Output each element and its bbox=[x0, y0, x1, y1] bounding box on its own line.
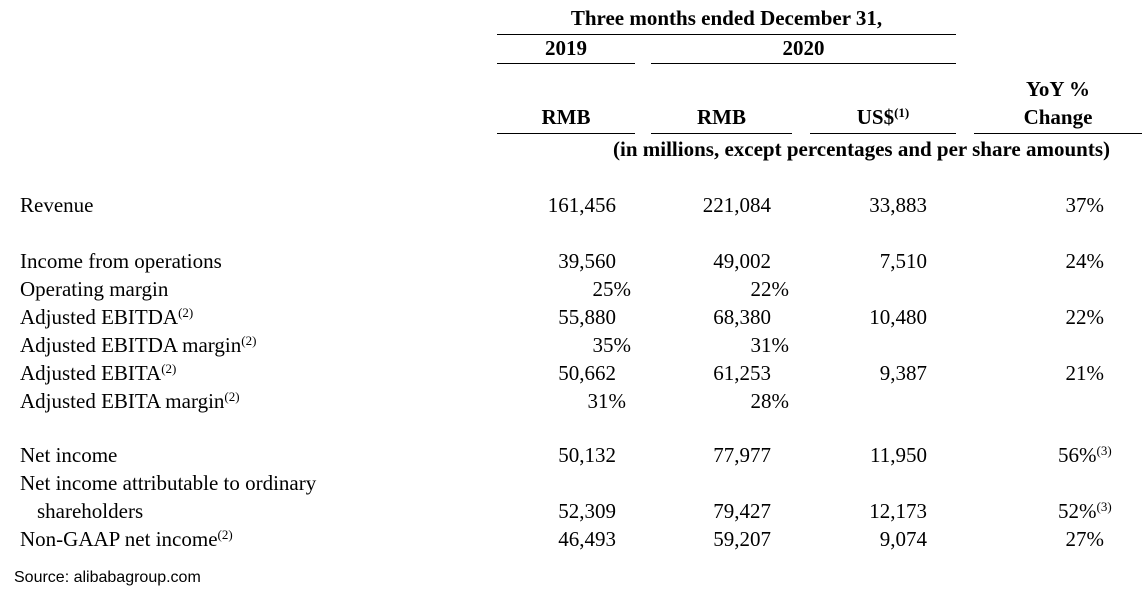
year-2019-header: 2019 bbox=[545, 36, 587, 60]
value-usd: 10,480 bbox=[869, 305, 927, 329]
rmb-2020-header: RMB bbox=[697, 105, 746, 129]
row-label: Adjusted EBITA(2) bbox=[20, 361, 177, 385]
yoy-header-line2: Change bbox=[1023, 105, 1093, 129]
value-yoy: 24% bbox=[1065, 249, 1105, 273]
row-label: Income from operations bbox=[20, 249, 222, 273]
value-usd: 11,950 bbox=[870, 443, 927, 467]
footnote-marker: (2) bbox=[217, 527, 233, 542]
value-2019: 31% bbox=[587, 389, 627, 413]
units-note: (in millions, except percentages and per… bbox=[613, 137, 1110, 161]
footnote-marker: (2) bbox=[161, 361, 177, 376]
value-yoy: 27% bbox=[1065, 527, 1105, 551]
year-2019-rule bbox=[497, 63, 635, 64]
value-2020: 61,253 bbox=[713, 361, 771, 385]
footnote-marker: (2) bbox=[241, 333, 257, 348]
footnote-marker: (2) bbox=[178, 305, 194, 320]
value-2019: 52,309 bbox=[558, 499, 616, 523]
row-label: Adjusted EBITDA(2) bbox=[20, 305, 194, 329]
year-2020-rule bbox=[651, 63, 956, 64]
value-2020: 77,977 bbox=[713, 443, 771, 467]
year-2020-header: 2020 bbox=[782, 36, 825, 60]
value-2019: 35% bbox=[592, 333, 632, 357]
yoy-header-line1: YoY % bbox=[1026, 77, 1090, 101]
yoy-rule bbox=[974, 133, 1142, 134]
value-2020: 68,380 bbox=[713, 305, 771, 329]
value-usd: 9,387 bbox=[879, 361, 927, 385]
usd-rule bbox=[810, 133, 956, 134]
value-usd: 33,883 bbox=[869, 193, 927, 217]
value-yoy: 22% bbox=[1065, 305, 1105, 329]
value-2019: 50,132 bbox=[558, 443, 616, 467]
value-2020: 31% bbox=[750, 333, 790, 357]
row-label: Net income attributable to ordinary bbox=[20, 471, 317, 495]
value-yoy: 21% bbox=[1065, 361, 1105, 385]
row-label: Adjusted EBITDA margin(2) bbox=[20, 333, 257, 357]
value-usd: 7,510 bbox=[879, 249, 927, 273]
value-usd: 12,173 bbox=[869, 499, 927, 523]
value-yoy: 37% bbox=[1065, 193, 1105, 217]
value-2019: 55,880 bbox=[558, 305, 616, 329]
value-2020: 28% bbox=[750, 389, 790, 413]
value-2020: 79,427 bbox=[713, 499, 771, 523]
value-yoy: 56%(3) bbox=[1058, 443, 1112, 467]
value-2019: 25% bbox=[592, 277, 632, 301]
row-label: Adjusted EBITA margin(2) bbox=[20, 389, 240, 413]
value-2020: 59,207 bbox=[713, 527, 771, 551]
period-rule bbox=[497, 34, 956, 35]
value-yoy: 52%(3) bbox=[1058, 499, 1112, 523]
row-label: Operating margin bbox=[20, 277, 169, 301]
value-2019: 50,662 bbox=[558, 361, 616, 385]
footnote-marker: (3) bbox=[1096, 499, 1112, 514]
value-2019: 46,493 bbox=[558, 527, 616, 551]
value-2020: 49,002 bbox=[713, 249, 771, 273]
value-2019: 161,456 bbox=[547, 193, 616, 217]
rmb-2019-rule bbox=[497, 133, 635, 134]
row-label-continued: shareholders bbox=[37, 499, 144, 523]
row-label: Net income bbox=[20, 443, 118, 467]
period-header: Three months ended December 31, bbox=[570, 6, 883, 30]
value-2020: 221,084 bbox=[702, 193, 771, 217]
source-note: Source: alibabagroup.com bbox=[14, 569, 201, 586]
value-2019: 39,560 bbox=[558, 249, 616, 273]
usd-header: US$(1) bbox=[856, 105, 910, 129]
rmb-2019-header: RMB bbox=[541, 105, 591, 129]
value-2020: 22% bbox=[750, 277, 790, 301]
rmb-2020-rule bbox=[651, 133, 792, 134]
row-label: Non-GAAP net income(2) bbox=[20, 527, 233, 551]
footnote-marker: (3) bbox=[1096, 443, 1112, 458]
row-label: Revenue bbox=[20, 193, 94, 217]
footnote-marker: (2) bbox=[224, 389, 240, 404]
value-usd: 9,074 bbox=[879, 527, 927, 551]
